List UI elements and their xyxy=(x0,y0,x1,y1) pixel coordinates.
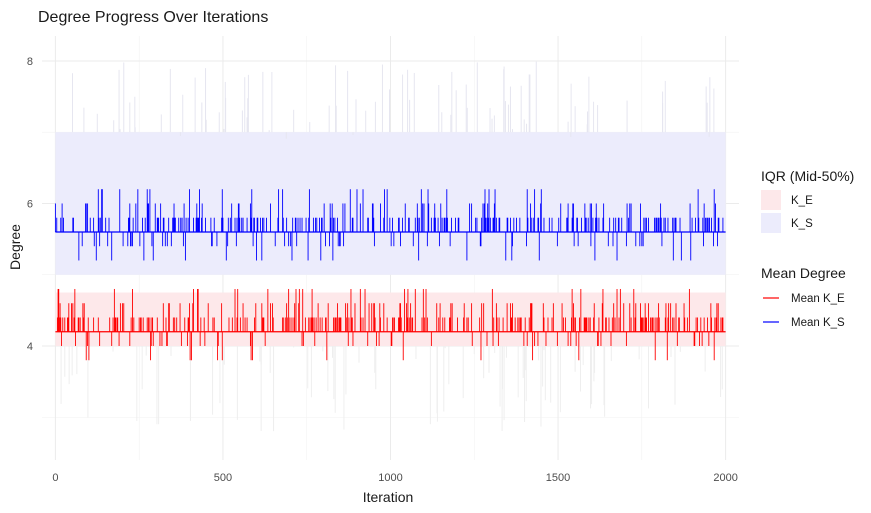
faint-spike-layer xyxy=(60,61,723,432)
x-tick-label: 1000 xyxy=(378,472,402,484)
y-tick-label: 8 xyxy=(27,56,33,68)
x-tick-label: 2000 xyxy=(713,472,737,484)
legend-title-iqr: IQR (Mid-50%) xyxy=(761,168,854,184)
series-mean-k-e xyxy=(55,288,726,361)
tick-label-layer: 4 6 8 0 500 1000 1500 2000 xyxy=(27,56,738,484)
legend-label-mean-k-s: Mean K_S xyxy=(791,317,845,329)
x-tick-label: 500 xyxy=(214,472,232,484)
iqr-band-k-s xyxy=(55,132,726,275)
legend-label-mean-k-e: Mean K_E xyxy=(791,293,845,305)
legend: IQR (Mid-50%) K_E K_S Mean Degree Mean K… xyxy=(761,168,854,329)
y-tick-label: 6 xyxy=(27,198,33,210)
iqr-band-k-e xyxy=(55,292,726,346)
legend-key-k-e xyxy=(761,190,781,210)
x-tick-label: 0 xyxy=(52,472,58,484)
x-axis-label: Iteration xyxy=(363,489,414,505)
legend-label-k-s: K_S xyxy=(791,218,813,230)
legend-key-k-s xyxy=(761,213,781,233)
y-tick-label: 4 xyxy=(27,341,33,353)
iqr-band-layer xyxy=(55,132,726,346)
y-axis-label: Degree xyxy=(7,224,23,270)
legend-title-mean: Mean Degree xyxy=(761,265,846,281)
x-tick-label: 1500 xyxy=(546,472,570,484)
series-layer xyxy=(54,189,726,361)
chart-title: Degree Progress Over Iterations xyxy=(38,9,268,26)
series-mean-k-s xyxy=(54,189,726,261)
legend-label-k-e: K_E xyxy=(791,195,813,207)
